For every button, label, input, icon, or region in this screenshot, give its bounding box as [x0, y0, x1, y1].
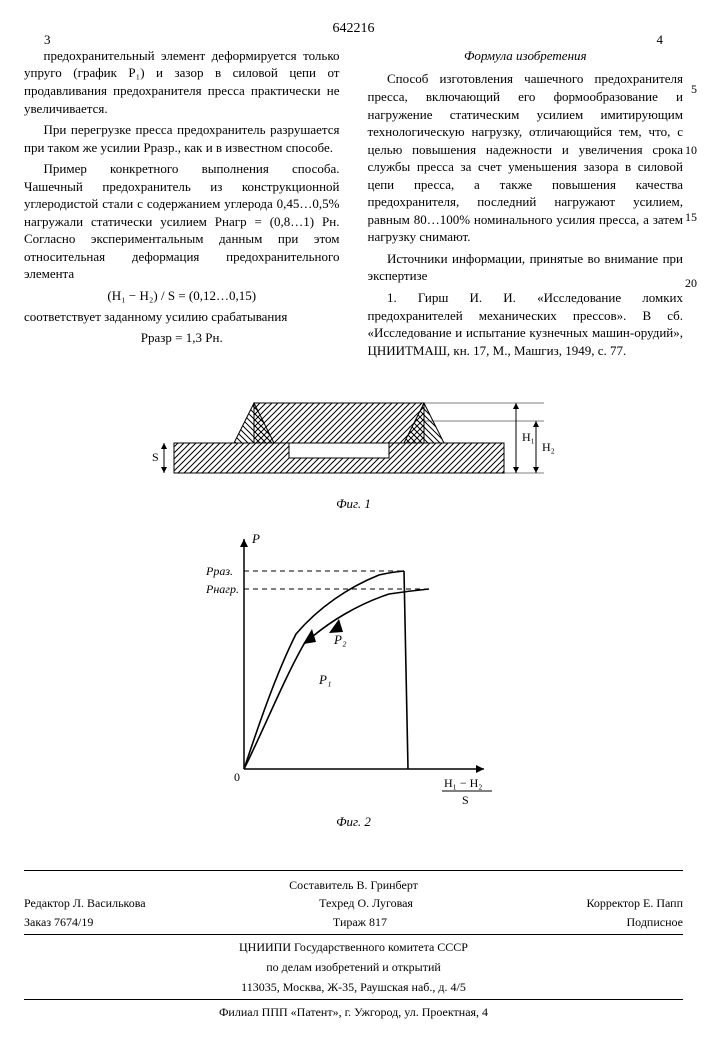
right-column: 4 5 10 15 20 Формула изобретения Способ …: [368, 47, 684, 363]
fig2-curve-p2: [244, 571, 404, 769]
left-p1: предохранительный элемент деформируется …: [24, 47, 340, 117]
colophon-divider-1: [24, 934, 683, 935]
fig2-label: Фиг. 2: [144, 813, 564, 831]
colophon-order: Заказ 7674/19: [24, 914, 93, 930]
fig2-xlabel-top: H₁ − H₂: [444, 776, 482, 790]
figure-2: P H₁ − H₂ S 0 Pраз. Pнагр. P₂ P₁ Фиг. 2: [144, 529, 564, 831]
colophon-compiler: Составитель В. Гринберт: [289, 877, 418, 893]
fig2-label-p2: P₂: [333, 632, 347, 647]
figures-block: S H₁ H₂ Фиг. 1 P H₁ − H₂ S: [144, 381, 564, 830]
fig2-tick-pnagr: Pнагр.: [205, 582, 239, 596]
colophon: Составитель В. Гринберт Редактор Л. Васи…: [24, 870, 683, 1020]
line-marker-10: 10: [685, 142, 697, 158]
two-column-body: 3 предохранительный элемент деформируетс…: [24, 47, 683, 363]
col-num-right: 4: [657, 31, 664, 49]
left-p3: Пример конкретного выполнения способа. Ч…: [24, 160, 340, 283]
fig1-svg: S H₁ H₂: [144, 381, 564, 491]
left-column: 3 предохранительный элемент деформируетс…: [24, 47, 340, 363]
colophon-editor: Редактор Л. Василькова: [24, 895, 146, 911]
claims-title: Формула изобретения: [368, 47, 684, 65]
fig2-ylabel: P: [251, 531, 260, 546]
left-formula1: (H₁ − H₂) / S = (0,12…0,15): [24, 287, 340, 305]
fig2-curve-p1: [244, 589, 429, 769]
fig2-tick-praz: Pраз.: [205, 564, 233, 578]
right-p1: Способ изготовления чашечного предохрани…: [368, 70, 684, 245]
fig2-svg: P H₁ − H₂ S 0 Pраз. Pнагр. P₂ P₁: [204, 529, 504, 809]
colophon-org1: ЦНИИПИ Государственного комитета СССР: [24, 939, 683, 955]
line-marker-15: 15: [685, 209, 697, 225]
fig2-drop: [404, 571, 408, 769]
fig1-dim-H1: H₁: [522, 430, 535, 444]
patent-number: 642216: [24, 20, 683, 39]
fig1-dim-S: S: [152, 450, 159, 464]
line-marker-5: 5: [691, 81, 697, 97]
colophon-tirazh: Тираж 817: [333, 914, 387, 930]
fig1-dim-H2: H₂: [542, 440, 555, 454]
colophon-addr1: 113035, Москва, Ж-35, Раушская наб., д. …: [24, 979, 683, 995]
left-p2: При перегрузке пресса предохранитель раз…: [24, 121, 340, 156]
left-formula2: Pразр = 1,3 Pн.: [24, 329, 340, 347]
right-p3: 1. Гирш И. И. «Исследование ломких предо…: [368, 289, 684, 359]
fig2-zero: 0: [234, 770, 240, 784]
colophon-tech: Техред О. Луговая: [319, 895, 413, 911]
colophon-addr2: Филиал ППП «Патент», г. Ужгород, ул. Про…: [24, 1004, 683, 1020]
line-marker-20: 20: [685, 275, 697, 291]
right-p2: Источники информации, принятые во вниман…: [368, 250, 684, 285]
fig2-xlabel-bottom: S: [462, 793, 469, 807]
colophon-corrector: Корректор Е. Папп: [587, 895, 684, 911]
colophon-subscribe: Подписное: [627, 914, 684, 930]
figure-1: S H₁ H₂ Фиг. 1: [144, 381, 564, 513]
colophon-org2: по делам изобретений и открытий: [24, 959, 683, 975]
col-num-left: 3: [44, 31, 51, 49]
left-p4: соответствует заданному усилию срабатыва…: [24, 308, 340, 326]
fig2-label-p1: P₁: [318, 672, 331, 687]
fig1-label: Фиг. 1: [144, 495, 564, 513]
